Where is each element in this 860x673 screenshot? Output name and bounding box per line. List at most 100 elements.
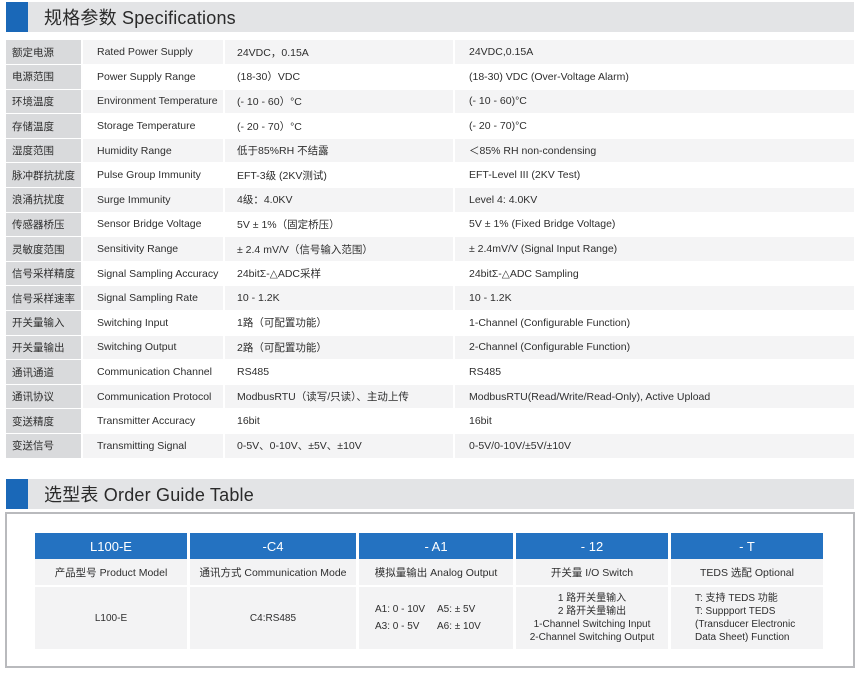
specifications-title: 规格参数 Specifications <box>44 8 236 28</box>
guide-value-teds: T: 支持 TEDS 功能 T: Suppport TEDS (Transduc… <box>671 587 823 649</box>
spec-row: 变送信号 Transmitting Signal 0-5V、0-10V、±5V、±1… <box>6 433 854 459</box>
model-value: L100-E <box>94 612 128 624</box>
spec-name-cn: 湿度范围 <box>6 138 82 164</box>
spec-value-en: 5V ± 1% (Fixed Bridge Voltage) <box>453 212 854 238</box>
spec-row: 电源范围 Power Supply Range (18-30）VDC (18-30) … <box>6 64 854 90</box>
spec-value-en: ModbusRTU(Read/Write/Read-Only), Active … <box>453 384 854 410</box>
spec-value-cn: ± 2.4 mV/V（信号输入范围） <box>223 236 454 262</box>
spec-name-en: Storage Temperature <box>81 113 224 139</box>
spec-value-cn: 1路（可配置功能） <box>223 310 454 336</box>
spec-row: 变送精度 Transmitter Accuracy 16bit 16bit <box>6 408 854 434</box>
guide-label-analog: 模拟量输出 Analog Output <box>359 559 513 587</box>
spec-value-en: 24VDC,0.15A <box>453 40 854 66</box>
spec-name-en: Sensitivity Range <box>81 236 224 262</box>
spec-value-cn: EFT-3级 (2KV测试) <box>223 162 454 189</box>
spec-name-cn: 电源范围 <box>6 64 82 90</box>
spec-value-cn: RS485 <box>223 359 454 385</box>
spec-name-en: Power Supply Range <box>81 64 224 90</box>
spec-value-en: RS485 <box>453 359 854 385</box>
order-guide-box: L100-E -C4 - A1 - 12 - T 产品型号 Product Mo… <box>5 512 855 668</box>
spec-value-en: (18-30) VDC (Over-Voltage Alarm) <box>453 64 854 90</box>
spec-value-en: 2-Channel (Configurable Function) <box>453 335 854 361</box>
spec-name-en: Communication Protocol <box>81 384 224 410</box>
switch-line: 1-Channel Switching Input <box>533 619 651 630</box>
specifications-header: 规格参数 Specifications <box>6 2 854 32</box>
spec-row: 通讯协议 Communication Protocol ModbusRTU（读写/只… <box>6 384 854 410</box>
guide-value-switch: 1 路开关量输入 2 路开关量输出 1-Channel Switching In… <box>516 587 668 649</box>
spec-row: 灵敏度范围 Sensitivity Range ± 2.4 mV/V（信号输入范围）… <box>6 236 854 262</box>
spec-value-cn: 16bit <box>223 408 454 434</box>
order-guide-table: L100-E -C4 - A1 - 12 - T 产品型号 Product Mo… <box>35 533 825 649</box>
spec-row: 开关量输入 Switching Input 1路（可配置功能） 1-Channel (… <box>6 310 854 336</box>
spec-name-cn: 开关量输入 <box>6 310 82 336</box>
spec-value-en: 16bit <box>453 408 854 434</box>
spec-name-cn: 传感器桥压 <box>6 212 82 238</box>
teds-line: T: 支持 TEDS 功能 <box>695 593 778 604</box>
spec-value-cn: 24VDC，0.15A <box>223 40 454 66</box>
spec-value-cn: 24bitΣ-△ADC采样 <box>223 261 454 287</box>
spec-value-cn: 5V ± 1%（固定桥压） <box>223 212 454 238</box>
spec-row: 浪涌抗扰度 Surge Immunity 4级：4.0KV Level 4: 4.0K… <box>6 187 854 213</box>
spec-row: 信号采样速率 Signal Sampling Rate 10 - 1.2K 10 - … <box>6 285 854 312</box>
spec-name-en: Signal Sampling Accuracy <box>81 261 224 287</box>
order-guide-title: 选型表 Order Guide Table <box>44 485 254 505</box>
spec-name-cn: 存储温度 <box>6 113 82 139</box>
guide-head-switch: - 12 <box>516 533 668 559</box>
spec-name-en: Humidity Range <box>81 138 224 164</box>
spec-value-cn: 10 - 1.2K <box>223 285 454 312</box>
spec-value-cn: (- 20 - 70）°C <box>223 113 454 139</box>
guide-head-comm: -C4 <box>190 533 356 559</box>
order-guide-header: 选型表 Order Guide Table <box>6 479 854 509</box>
spec-name-cn: 环境温度 <box>6 89 82 115</box>
guide-label-switch: 开关量 I/O Switch <box>516 559 668 587</box>
spec-row: 信号采样精度 Signal Sampling Accuracy 24bitΣ-△AD… <box>6 261 854 287</box>
switch-line: 1 路开关量输入 <box>557 593 627 604</box>
spec-name-en: Environment Temperature <box>81 89 224 115</box>
spec-name-cn: 通讯协议 <box>6 384 82 410</box>
spec-name-cn: 脉冲群抗扰度 <box>6 162 82 189</box>
spec-value-cn: (18-30）VDC <box>223 64 454 90</box>
guide-value-comm: C4:RS485 <box>190 587 356 649</box>
guide-label-teds: TEDS 选配 Optional <box>671 559 823 587</box>
spec-value-en: 24bitΣ-△ADC Sampling <box>453 261 854 287</box>
teds-line: Data Sheet) Function <box>695 632 790 643</box>
spec-value-en: (- 10 - 60)°C <box>453 89 854 115</box>
spec-value-en: ＜85% RH non-condensing <box>453 138 854 164</box>
guide-label-comm: 通讯方式 Communication Mode <box>190 559 356 587</box>
spec-name-en: Switching Output <box>81 335 224 361</box>
spec-name-en: Transmitting Signal <box>81 433 224 459</box>
guide-value-analog: A1: 0 - 10V A5: ± 5V A3: 0 - 5V A6: ± 10… <box>359 587 513 649</box>
spec-value-en: Level 4: 4.0KV <box>453 187 854 213</box>
spec-name-en: Transmitter Accuracy <box>81 408 224 434</box>
spec-value-en: (- 20 - 70)°C <box>453 113 854 139</box>
guide-head-analog: - A1 <box>359 533 513 559</box>
spec-row: 传感器桥压 Sensor Bridge Voltage 5V ± 1%（固定桥压） 5… <box>6 212 854 238</box>
spec-name-cn: 额定电源 <box>6 40 82 66</box>
spec-row: 存储温度 Storage Temperature (- 20 - 70）°C (- 2… <box>6 113 854 139</box>
spec-row: 环境温度 Environment Temperature (- 10 - 60）°C… <box>6 89 854 115</box>
switch-line: 2-Channel Switching Output <box>529 632 655 643</box>
analog-option: A1: 0 - 10V <box>375 604 426 615</box>
spec-name-cn: 开关量输出 <box>6 335 82 361</box>
spec-name-en: Signal Sampling Rate <box>81 285 224 312</box>
analog-option: A3: 0 - 5V <box>375 621 420 632</box>
teds-line: T: Suppport TEDS <box>695 606 776 617</box>
spec-name-cn: 信号采样速率 <box>6 285 82 312</box>
guide-head-teds: - T <box>671 533 823 559</box>
analog-option: A6: ± 10V <box>437 621 481 632</box>
spec-row: 额定电源 Rated Power Supply 24VDC，0.15A 24VDC,0… <box>6 40 854 66</box>
guide-value-model: L100-E <box>35 587 187 649</box>
spec-name-cn: 浪涌抗扰度 <box>6 187 82 213</box>
spec-value-cn: 0-5V、0-10V、±5V、±10V <box>223 433 454 459</box>
teds-line: (Transducer Electronic <box>695 619 796 630</box>
spec-row: 通讯通道 Communication Channel RS485 RS485 <box>6 359 854 385</box>
spec-row: 湿度范围 Humidity Range 低于85%RH 不结露 ＜85% RH non… <box>6 138 854 164</box>
spec-name-en: Communication Channel <box>81 359 224 385</box>
spec-value-en: EFT-Level III (2KV Test) <box>453 162 854 189</box>
spec-name-en: Rated Power Supply <box>81 40 224 66</box>
spec-name-cn: 变送信号 <box>6 433 82 459</box>
spec-value-en: 10 - 1.2K <box>453 285 854 312</box>
spec-value-cn: (- 10 - 60）°C <box>223 89 454 115</box>
spec-name-cn: 信号采样精度 <box>6 261 82 287</box>
spec-value-cn: 2路（可配置功能） <box>223 335 454 361</box>
